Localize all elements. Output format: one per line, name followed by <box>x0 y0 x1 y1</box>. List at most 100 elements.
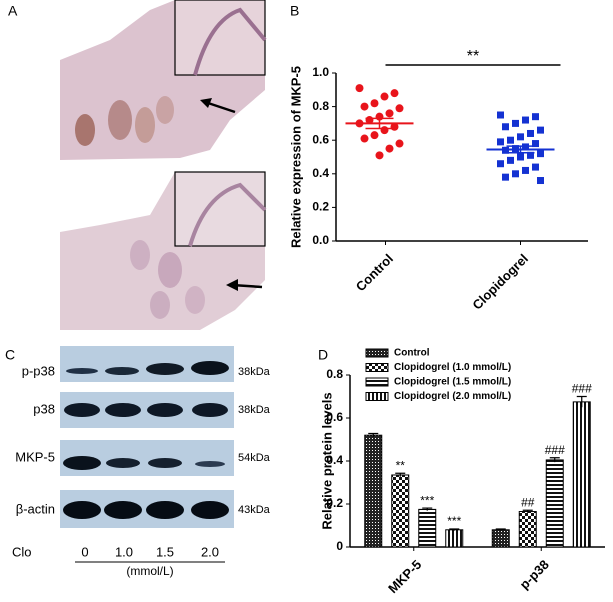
x-tick-label: Control <box>353 251 396 294</box>
bar <box>445 529 464 548</box>
y-tick-label: 0.8 <box>326 367 343 381</box>
error-bar <box>495 528 506 531</box>
data-point <box>360 102 369 111</box>
legend-swatch <box>365 363 389 372</box>
dose-label: Clo <box>12 544 32 559</box>
y-tick-label: 0.8 <box>312 99 329 113</box>
significance-label: ## <box>521 495 535 509</box>
panel-label: D <box>318 347 328 363</box>
panel-label: B <box>290 3 299 19</box>
error-bar <box>549 457 560 463</box>
y-tick-label: 1.0 <box>312 65 329 79</box>
blot-row-label: p-p38 <box>22 363 55 378</box>
bar <box>491 529 510 548</box>
bar <box>518 511 537 548</box>
panel-label: C <box>5 347 15 363</box>
data-point <box>502 173 509 181</box>
legend-swatch <box>365 377 389 387</box>
data-point <box>522 143 529 151</box>
data-point <box>512 119 519 127</box>
x-tick-label: p-p38 <box>517 557 552 592</box>
y-tick-label: 0.6 <box>326 410 343 424</box>
blot-size-label: 38kDa <box>238 366 271 378</box>
data-point <box>522 166 529 174</box>
sem-bar <box>365 117 394 130</box>
bar <box>545 459 564 548</box>
y-tick-label: 0.4 <box>312 166 329 180</box>
data-point <box>502 123 509 131</box>
data-point <box>395 104 404 113</box>
significance-label: ### <box>572 382 592 396</box>
lane-label: 1.0 <box>115 544 133 559</box>
bar <box>391 474 410 548</box>
significance-label: *** <box>447 514 461 528</box>
significance-label: ### <box>545 443 565 457</box>
micrograph-bottom <box>60 171 267 330</box>
blot-row-label: β-actin <box>16 501 55 516</box>
y-axis-label: Relative protein levels <box>319 392 334 529</box>
blot <box>60 346 234 563</box>
data-point <box>507 136 514 144</box>
y-tick-label: 0 <box>336 539 343 553</box>
data-point <box>497 111 504 119</box>
x-tick-label: Clopidogrel <box>469 251 531 313</box>
data-point <box>355 84 364 93</box>
data-point <box>380 92 389 101</box>
error-bar <box>522 509 533 513</box>
lane-label: 2.0 <box>201 544 219 559</box>
data-point <box>375 151 384 160</box>
sem-bar <box>506 145 535 154</box>
data-point <box>537 177 544 185</box>
significance-label: ** <box>396 458 406 472</box>
legend-label: Clopidogrel (1.0 mmol/L) <box>394 362 511 373</box>
data-point <box>360 134 369 143</box>
legend-swatch <box>365 392 389 401</box>
blot-size-label: 54kDa <box>238 452 271 464</box>
data-point <box>395 139 404 148</box>
blot-size-label: 43kDa <box>238 504 271 516</box>
data-point <box>527 151 534 159</box>
data-point <box>527 129 534 137</box>
data-point <box>385 144 394 153</box>
data-point <box>517 133 524 141</box>
y-tick-label: 0.2 <box>326 496 343 510</box>
bar <box>572 401 591 548</box>
data-point <box>537 150 544 158</box>
bar <box>364 434 383 548</box>
data-point <box>497 138 504 146</box>
unit-label: (mmol/L) <box>126 564 173 578</box>
data-point <box>537 126 544 134</box>
error-bar <box>368 432 379 437</box>
lane-label: 1.5 <box>156 544 174 559</box>
data-point <box>385 109 394 118</box>
blot-row-label: p38 <box>33 401 55 416</box>
data-point <box>390 89 399 98</box>
x-tick-label: MKP-5 <box>385 557 424 596</box>
legend-label: Control <box>394 348 430 359</box>
data-point <box>517 153 524 161</box>
significance-label: *** <box>420 493 434 507</box>
data-point <box>497 160 504 168</box>
y-tick-label: 0.0 <box>312 233 329 247</box>
y-tick-label: 0.6 <box>312 132 329 146</box>
data-point <box>507 156 514 164</box>
lane-label: 0 <box>81 544 88 559</box>
significance-label: ** <box>467 48 479 65</box>
y-axis-label: Relative expression of MKP-5 <box>288 66 303 248</box>
legend-label: Clopidogrel (1.5 mmol/L) <box>394 377 511 388</box>
y-tick-label: 0.4 <box>326 453 343 467</box>
data-point <box>512 170 519 178</box>
data-point <box>532 140 539 148</box>
data-point <box>522 116 529 124</box>
legend-label: Clopidogrel (2.0 mmol/L) <box>394 391 511 402</box>
blot-size-label: 38kDa <box>238 404 271 416</box>
panel-label: A <box>8 3 18 19</box>
bar <box>418 508 437 548</box>
data-point <box>380 126 389 135</box>
error-bar <box>395 472 406 477</box>
legend-swatch <box>365 348 389 358</box>
data-point <box>532 113 539 121</box>
micrograph-top <box>60 0 267 160</box>
data-point <box>370 131 379 140</box>
